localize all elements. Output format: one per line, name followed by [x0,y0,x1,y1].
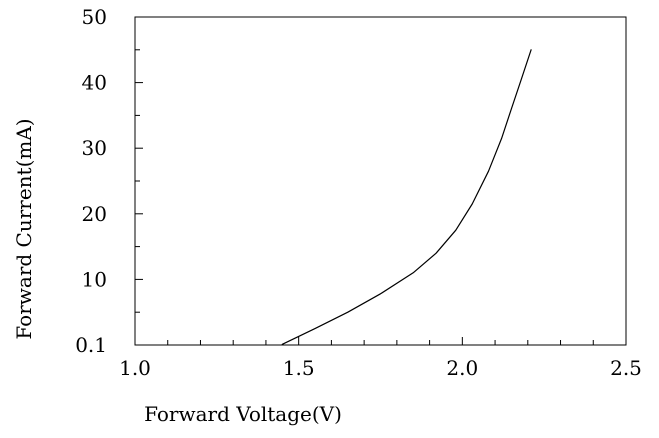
x-axis-ticks: 1.0 1.5 2.0 2.5 [119,337,642,380]
x-tick-label: 2.5 [610,356,642,380]
y-tick-label: 50 [82,5,107,29]
series-layer [281,49,532,345]
y-tick-label: 20 [82,202,107,226]
plot-area-frame [134,16,627,346]
y-axis-ticks: 0.1 10 20 30 40 50 [75,5,143,357]
y-tick-label: 40 [82,71,107,95]
y-tick-label: 0.1 [75,333,107,357]
iv-curve-line [281,49,532,345]
x-axis-label: Forward Voltage(V) [144,402,342,426]
y-tick-label: 30 [82,136,107,160]
x-tick-label: 1.5 [283,356,315,380]
x-tick-label: 1.0 [119,356,151,380]
x-tick-label: 2.0 [446,356,478,380]
y-axis-label: Forward Current(mA) [12,118,36,339]
y-tick-label: 10 [82,267,107,291]
